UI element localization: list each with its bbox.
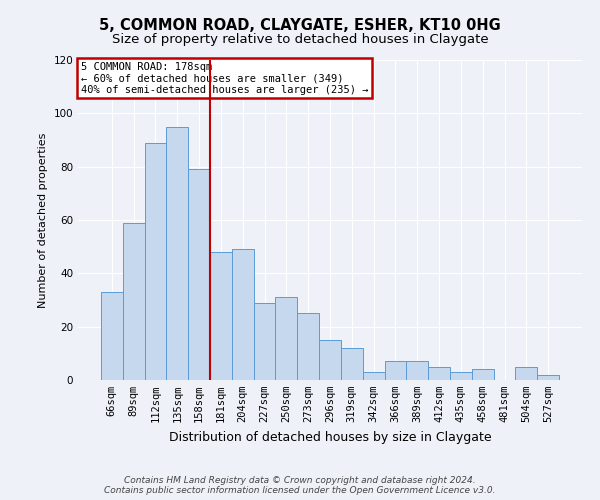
Bar [232, 250, 254, 380]
Bar [319, 340, 341, 380]
Y-axis label: Number of detached properties: Number of detached properties [38, 132, 48, 308]
Bar [275, 298, 297, 380]
Bar [450, 372, 472, 380]
Bar [101, 292, 123, 380]
Bar [428, 366, 450, 380]
Text: 5, COMMON ROAD, CLAYGATE, ESHER, KT10 0HG: 5, COMMON ROAD, CLAYGATE, ESHER, KT10 0H… [99, 18, 501, 32]
Bar [297, 314, 319, 380]
Bar [210, 252, 232, 380]
Bar [188, 170, 210, 380]
Bar [341, 348, 363, 380]
Bar [166, 126, 188, 380]
Bar [515, 366, 537, 380]
Bar [472, 370, 494, 380]
Bar [123, 222, 145, 380]
Text: Contains HM Land Registry data © Crown copyright and database right 2024.
Contai: Contains HM Land Registry data © Crown c… [104, 476, 496, 495]
X-axis label: Distribution of detached houses by size in Claygate: Distribution of detached houses by size … [169, 430, 491, 444]
Bar [363, 372, 385, 380]
Bar [406, 362, 428, 380]
Bar [537, 374, 559, 380]
Bar [145, 142, 166, 380]
Bar [385, 362, 406, 380]
Text: Size of property relative to detached houses in Claygate: Size of property relative to detached ho… [112, 32, 488, 46]
Text: 5 COMMON ROAD: 178sqm
← 60% of detached houses are smaller (349)
40% of semi-det: 5 COMMON ROAD: 178sqm ← 60% of detached … [80, 62, 368, 95]
Bar [254, 302, 275, 380]
